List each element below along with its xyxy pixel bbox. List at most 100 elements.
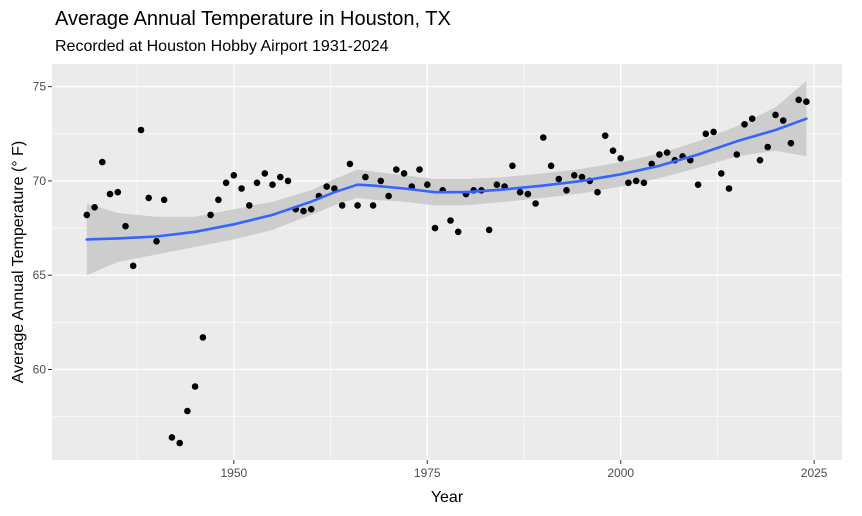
x-tick-label: 1950 — [220, 466, 247, 480]
data-point — [617, 155, 624, 162]
data-point — [663, 149, 671, 156]
data-point — [354, 202, 361, 209]
data-point — [787, 139, 795, 147]
data-point — [733, 151, 741, 158]
minor-gridlines — [52, 64, 842, 460]
data-point — [555, 175, 563, 183]
data-point — [424, 181, 431, 188]
data-point — [571, 172, 578, 179]
data-point — [99, 158, 106, 166]
data-point — [269, 181, 276, 188]
data-point — [369, 202, 377, 209]
data-point — [725, 185, 733, 192]
data-point — [741, 121, 748, 128]
data-point — [277, 173, 284, 181]
data-point — [563, 187, 570, 194]
data-point — [246, 202, 253, 209]
data-point — [323, 183, 331, 190]
data-point — [377, 177, 385, 185]
data-point — [253, 179, 261, 187]
chart-subtitle: Recorded at Houston Hobby Airport 1931-2… — [55, 38, 389, 55]
data-point — [83, 211, 91, 219]
data-point — [431, 224, 439, 232]
confidence-ribbon — [86, 81, 807, 276]
data-point — [400, 170, 408, 177]
data-point — [176, 439, 183, 447]
data-point — [114, 188, 122, 196]
data-point — [385, 192, 392, 200]
data-point — [648, 160, 655, 168]
y-tick-label: 60 — [33, 362, 47, 376]
data-point — [485, 226, 493, 234]
data-point — [129, 262, 137, 270]
data-point — [300, 207, 307, 215]
axis-ticks — [48, 86, 815, 464]
data-point — [416, 166, 423, 173]
confidence-ribbon-layer — [86, 81, 807, 276]
data-point — [640, 179, 648, 187]
data-point — [230, 172, 238, 179]
data-point — [261, 170, 269, 177]
data-point — [547, 162, 555, 170]
data-point — [493, 181, 501, 188]
data-point — [578, 173, 586, 181]
smooth-line-layer — [85, 117, 808, 241]
data-point — [710, 128, 717, 136]
y-tick-label: 70 — [33, 174, 47, 188]
data-point — [532, 200, 539, 207]
y-tick-label: 65 — [33, 268, 47, 282]
data-point — [160, 196, 168, 204]
data-point — [447, 217, 454, 224]
data-point — [346, 160, 354, 168]
x-tick-label: 1975 — [414, 466, 441, 480]
data-point — [307, 205, 315, 213]
data-point — [393, 166, 400, 173]
plot-panel — [52, 64, 842, 460]
data-point — [284, 177, 292, 185]
data-point — [222, 179, 230, 187]
data-point — [338, 202, 346, 209]
data-point — [191, 383, 199, 390]
data-point — [331, 185, 338, 192]
data-point — [215, 196, 222, 204]
data-point — [694, 181, 702, 188]
smooth-trend-line — [85, 117, 808, 241]
data-point — [632, 177, 640, 185]
data-point — [207, 211, 214, 219]
data-point — [718, 170, 725, 177]
data-point — [524, 190, 532, 198]
chart-title: Average Annual Temperature in Houston, T… — [55, 8, 451, 30]
data-point — [184, 407, 191, 415]
data-point — [748, 115, 756, 122]
major-gridlines — [52, 64, 842, 460]
data-points-layer — [83, 96, 810, 447]
y-tick-label: 75 — [33, 80, 47, 94]
data-point — [702, 130, 710, 138]
data-point — [168, 434, 176, 441]
x-tick-label: 2000 — [607, 466, 634, 480]
data-point — [594, 188, 601, 196]
data-point — [540, 134, 547, 141]
data-point — [122, 222, 129, 230]
data-point — [145, 194, 152, 202]
x-tick-labels: 1950 1975 2000 2025 — [220, 466, 827, 480]
x-axis-title: Year — [431, 489, 464, 506]
data-point — [803, 98, 810, 105]
data-point — [91, 204, 98, 211]
data-point — [625, 179, 632, 187]
data-point — [137, 126, 145, 134]
data-point — [516, 188, 524, 196]
data-point — [199, 334, 207, 341]
data-point — [509, 162, 516, 170]
data-point — [609, 147, 617, 154]
y-axis-title: Average Annual Temperature (° F) — [10, 141, 27, 383]
data-point — [454, 228, 462, 236]
data-point — [779, 117, 787, 124]
x-tick-label: 2025 — [801, 466, 828, 480]
data-point — [238, 185, 245, 192]
data-point — [756, 156, 764, 164]
data-point — [656, 151, 663, 158]
data-point — [764, 143, 771, 151]
data-point — [772, 111, 779, 119]
